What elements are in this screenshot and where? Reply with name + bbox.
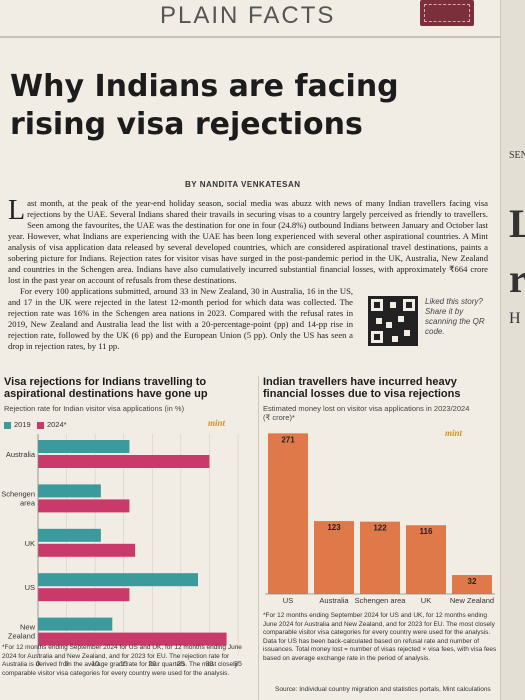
- category-label: Zealand: [8, 632, 35, 641]
- paragraph-1-text: ast month, at the peak of the year-end h…: [8, 198, 488, 285]
- rejection-rate-chart: Visa rejections for Indians travelling t…: [0, 376, 248, 700]
- chart1-legend: 2019 2024*: [4, 420, 67, 429]
- newspaper-page: PLAIN FACTS Why Indians are facing risin…: [0, 0, 500, 700]
- bar-2019-uk: [38, 528, 101, 542]
- x-tick-label: 25: [177, 661, 185, 668]
- byline: BY NANDITA VENKATESAN: [185, 180, 301, 189]
- bar-2019-us: [38, 573, 198, 587]
- value-label: 116: [420, 527, 433, 536]
- category-label: New Zealand: [450, 596, 494, 605]
- bar-2024-us: [38, 588, 130, 602]
- section-label: PLAIN FACTS: [160, 2, 336, 29]
- bar-us: [268, 433, 308, 594]
- legend-swatch-2024: [36, 421, 44, 429]
- decorative-logo-icon: [420, 0, 474, 26]
- headline-line-1: Why Indians are facing: [10, 69, 399, 104]
- category-label: area: [20, 498, 36, 507]
- category-label: UK: [25, 539, 35, 548]
- drop-cap: L: [8, 195, 26, 226]
- x-tick-label: 30: [206, 661, 214, 668]
- bar-2024-australia: [38, 455, 210, 468]
- qr-caption: Liked this story? Share it by scanning t…: [425, 297, 485, 336]
- chart2-title-line-2: financial losses due to visa rejections: [263, 388, 461, 400]
- chart2-footnote: *For 12 months ending September 2024 for…: [263, 612, 497, 662]
- bar-australia: [314, 521, 354, 594]
- x-tick-label: 15: [120, 661, 128, 668]
- category-label: Australia: [6, 450, 36, 459]
- category-label: Schengen: [1, 489, 35, 498]
- category-label: UK: [421, 596, 431, 605]
- x-tick-label: 20: [148, 661, 156, 668]
- bar-2019-australia: [38, 440, 130, 453]
- bar-2024-new-zealand: [38, 632, 227, 646]
- chart2-title-line-1: Indian travellers have incurred heavy: [263, 376, 457, 388]
- category-label: New: [20, 623, 36, 632]
- x-tick-label: 0: [36, 661, 40, 668]
- value-label: 32: [468, 577, 477, 586]
- category-label: Schengen area: [355, 596, 407, 605]
- chart2-source: Source: Individual country migration and…: [275, 686, 491, 693]
- category-label: US: [283, 596, 293, 605]
- chart2-brand: mint: [445, 428, 463, 438]
- legend-swatch-2019: [4, 421, 11, 429]
- chart1-footnote: *For 12 months ending September 2024 for…: [2, 644, 242, 677]
- qr-code-icon[interactable]: [368, 296, 418, 346]
- chart2-subtitle-line-1: Estimated money lost on visitor visa app…: [263, 404, 470, 413]
- article-headline: Why Indians are facing rising visa rejec…: [10, 68, 490, 144]
- x-tick-label: 10: [91, 661, 99, 668]
- x-tick-label: 5: [65, 661, 69, 668]
- bar-2024-schengen-area: [38, 499, 130, 513]
- bar-new-zealand: [452, 575, 492, 594]
- value-label: 271: [281, 435, 295, 444]
- chart1-subtitle: Rejection rate for Indian visitor visa a…: [4, 404, 185, 413]
- x-tick-label: 35: [234, 661, 242, 668]
- value-label: 123: [327, 523, 341, 532]
- bar-uk: [406, 525, 446, 594]
- chart1-title-line-2: aspirational destinations have gone up: [4, 388, 208, 400]
- financial-loss-chart: Indian travellers have incurred heavy fi…: [258, 376, 500, 700]
- headline-line-2: rising visa rejections: [10, 107, 363, 142]
- chart1-brand: mint: [208, 418, 226, 428]
- bar-2019-schengen-area: [38, 484, 101, 498]
- chart2-subtitle-line-2: (₹ crore)*: [263, 413, 295, 422]
- chart2-plot: 271 US 123 Australia 122 Schengen area 116 UK 32…: [265, 433, 495, 605]
- category-label: US: [25, 583, 35, 592]
- article-paragraph-2: For every 100 applications submitted, ar…: [8, 286, 353, 351]
- chart1-title-line-1: Visa rejections for Indians travelling t…: [4, 376, 207, 388]
- bar-2019-new-zealand: [38, 617, 113, 631]
- adjacent-page-edge: SEN L r H: [500, 0, 525, 700]
- chart2-subtitle: Estimated money lost on visitor visa app…: [263, 404, 499, 422]
- chart1-title: Visa rejections for Indians travelling t…: [4, 376, 208, 400]
- value-label: 122: [373, 524, 387, 533]
- category-label: Australia: [319, 596, 349, 605]
- section-header: PLAIN FACTS: [0, 0, 500, 38]
- chart2-title: Indian travellers have incurred heavy fi…: [263, 376, 460, 400]
- legend-label-2024: 2024*: [46, 420, 67, 429]
- bar-2024-uk: [38, 543, 136, 557]
- bar-schengen-area: [360, 521, 400, 594]
- legend-label-2019: 2019: [14, 420, 31, 429]
